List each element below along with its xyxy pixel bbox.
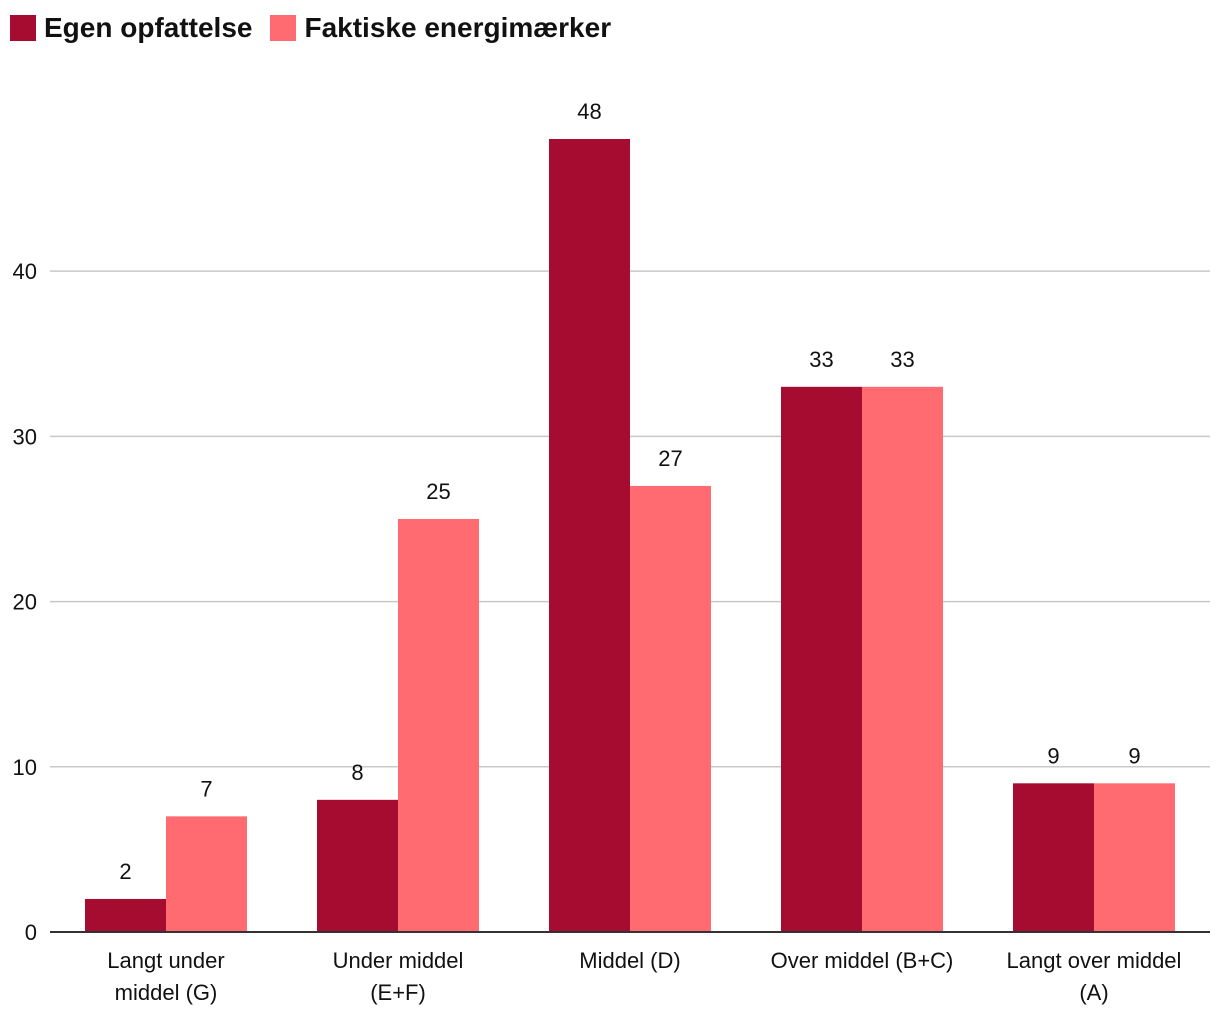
legend-swatch-egen-opfattelse bbox=[10, 15, 36, 41]
legend-label-faktiske-energimaerker: Faktiske energimærker bbox=[304, 12, 612, 43]
x-tick-label-0-0: Langt under bbox=[107, 948, 224, 973]
y-tick-label-10: 10 bbox=[13, 755, 37, 780]
y-tick-label-40: 40 bbox=[13, 259, 37, 284]
legend-swatch-faktiske-energimaerker bbox=[270, 15, 297, 41]
data-label-faktiske-0: 7 bbox=[200, 776, 212, 801]
x-tick-label-1-1: (E+F) bbox=[370, 980, 426, 1005]
data-label-faktiske-3: 33 bbox=[890, 347, 914, 372]
bar-egen-1 bbox=[317, 799, 398, 932]
data-label-egen-0: 2 bbox=[119, 859, 131, 884]
legend-label-egen-opfattelse: Egen opfattelse bbox=[44, 12, 253, 43]
data-label-faktiske-4: 9 bbox=[1128, 743, 1140, 768]
bar-faktiske-2 bbox=[630, 485, 711, 932]
bar-egen-0 bbox=[85, 898, 166, 932]
bar-faktiske-0 bbox=[166, 816, 247, 932]
x-tick-label-3-0: Over middel (B+C) bbox=[771, 948, 954, 973]
data-label-egen-2: 48 bbox=[577, 99, 601, 124]
legend-item-egen-opfattelse: Egen opfattelse bbox=[10, 12, 252, 44]
bar-egen-3 bbox=[781, 386, 862, 932]
x-tick-label-2-0: Middel (D) bbox=[579, 948, 680, 973]
x-tick-label-4-1: (A) bbox=[1079, 980, 1108, 1005]
x-tick-label-0-1: middel (G) bbox=[115, 980, 218, 1005]
bar-faktiske-1 bbox=[398, 518, 479, 932]
data-label-egen-4: 9 bbox=[1047, 743, 1059, 768]
bar-egen-4 bbox=[1013, 783, 1094, 932]
y-tick-label-0: 0 bbox=[25, 920, 37, 945]
bar-faktiske-4 bbox=[1094, 783, 1175, 932]
bar-egen-2 bbox=[549, 139, 630, 932]
x-tick-label-1-0: Under middel bbox=[333, 948, 464, 973]
legend: Egen opfattelse Faktiske energimærker bbox=[10, 12, 619, 44]
bar-faktiske-3 bbox=[862, 386, 943, 932]
x-tick-label-4-0: Langt over middel bbox=[1007, 948, 1182, 973]
y-tick-label-20: 20 bbox=[13, 590, 37, 615]
data-label-egen-3: 33 bbox=[809, 347, 833, 372]
data-label-faktiske-2: 27 bbox=[658, 446, 682, 471]
y-tick-label-30: 30 bbox=[13, 424, 37, 449]
legend-item-faktiske-energimaerker: Faktiske energimærker bbox=[270, 12, 611, 44]
data-label-egen-1: 8 bbox=[351, 760, 363, 785]
data-label-faktiske-1: 25 bbox=[426, 479, 450, 504]
